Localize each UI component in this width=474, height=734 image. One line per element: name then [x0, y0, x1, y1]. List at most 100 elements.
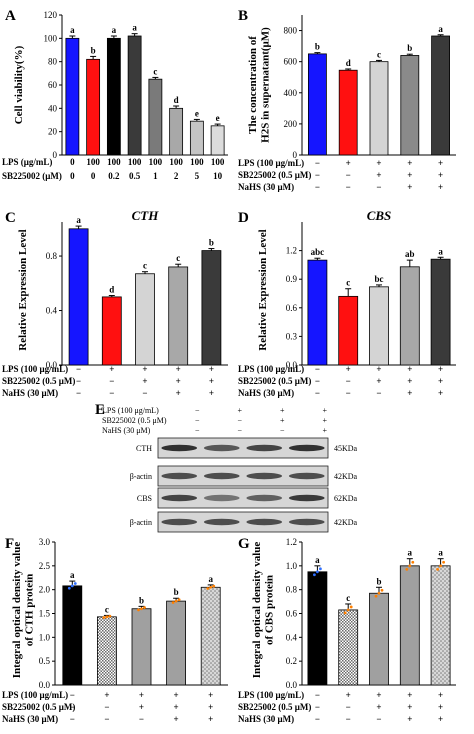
replicate-point — [73, 582, 77, 585]
condition-value: − — [376, 182, 381, 192]
blot-band — [246, 518, 283, 526]
y-tick-label: 200 — [284, 119, 298, 129]
significance-letter: a — [76, 215, 81, 225]
blot-band — [203, 472, 240, 480]
bar-a-7 — [189, 120, 204, 156]
y-tick-label: 1.0 — [39, 632, 51, 642]
significance-letter: a — [132, 23, 137, 33]
condition-value: 0.5 — [129, 171, 141, 181]
y-tick-label: 0.8 — [46, 251, 58, 261]
condition-label: LPS (100 μg/mL) — [2, 690, 68, 700]
y-tick-label: 0.9 — [286, 274, 298, 284]
blot-size-label: 62KDa — [334, 494, 358, 503]
blot-condition-value: − — [195, 406, 200, 415]
y-tick-label: 40 — [48, 103, 58, 113]
y-tick-label: 0.8 — [286, 585, 298, 595]
bar-g-4 — [399, 565, 420, 686]
y-tick-label: 80 — [48, 57, 58, 67]
blot-protein-label: β-actin — [130, 472, 152, 481]
condition-value: − — [315, 714, 320, 724]
blot-condition-value: + — [322, 406, 327, 415]
condition-value: − — [346, 714, 351, 724]
replicate-point — [436, 568, 439, 571]
condition-value: 100 — [128, 157, 142, 167]
condition-value: − — [104, 714, 109, 724]
condition-value: + — [142, 376, 147, 386]
significance-letter: b — [315, 42, 320, 52]
condition-value: 0 — [91, 171, 96, 181]
y-axis-label: Integral optical density valueof CTH pro… — [11, 542, 36, 679]
condition-value: + — [407, 714, 412, 724]
condition-value: − — [139, 714, 144, 724]
condition-value: 0 — [70, 171, 75, 181]
significance-letter: d — [346, 58, 351, 68]
condition-value: − — [315, 388, 320, 398]
y-tick-label: 600 — [284, 57, 298, 67]
bar-f-1 — [62, 585, 83, 686]
panel-g: G Integral optical density valueof CBS pr… — [238, 536, 456, 724]
blot-band — [161, 472, 198, 480]
significance-letter: c — [143, 261, 147, 271]
condition-value: − — [315, 170, 320, 180]
condition-value: − — [346, 388, 351, 398]
significance-letter: b — [209, 238, 214, 248]
blot-band — [203, 518, 240, 526]
replicate-point — [313, 573, 316, 577]
replicate-point — [411, 560, 415, 564]
panel-letter: E — [95, 402, 105, 418]
panel-letter: G — [238, 536, 250, 552]
blot-condition-value: − — [195, 426, 200, 435]
bar-d-4 — [399, 266, 420, 366]
condition-value: 1 — [153, 171, 158, 181]
condition-value: + — [407, 702, 412, 712]
y-axis-label: Cell viability(%) — [13, 45, 25, 124]
blot-band — [288, 518, 325, 526]
condition-value: + — [109, 364, 114, 374]
condition-value: − — [109, 388, 114, 398]
chart-title: CTH — [132, 208, 160, 223]
condition-value: 10 — [213, 171, 223, 181]
blot-condition-value: + — [237, 406, 242, 415]
y-tick-label: 400 — [284, 88, 298, 98]
bar-b-2 — [338, 69, 358, 156]
condition-value: + — [346, 690, 351, 700]
significance-letter: ab — [405, 249, 415, 259]
condition-value: + — [174, 714, 179, 724]
blot-condition-value: − — [237, 416, 242, 425]
bar-d-1 — [307, 259, 328, 366]
blot-condition-value: − — [195, 416, 200, 425]
blot-band — [288, 472, 325, 480]
replicate-point — [143, 606, 146, 609]
replicate-point — [209, 585, 213, 589]
blot-band — [246, 444, 283, 452]
condition-value: + — [407, 158, 412, 168]
condition-value: + — [142, 364, 147, 374]
blot-strip — [157, 511, 329, 533]
blot-size-label: 42KDa — [334, 472, 358, 481]
condition-value: + — [407, 182, 412, 192]
condition-value: + — [407, 388, 412, 398]
significance-letter: c — [105, 604, 109, 614]
bar-a-6 — [169, 107, 184, 156]
condition-value: + — [176, 364, 181, 374]
y-tick-label: 60 — [48, 80, 58, 90]
y-tick-label: 2.5 — [39, 561, 51, 571]
condition-value: + — [407, 170, 412, 180]
condition-label: SB225002 (μM) — [2, 171, 62, 181]
bar-f-3 — [131, 608, 152, 686]
replicate-point — [377, 591, 381, 595]
condition-label: LPS (100 μg/mL) — [238, 158, 304, 168]
y-tick-label: 120 — [44, 10, 58, 20]
significance-letter: c — [346, 593, 350, 603]
condition-value: + — [438, 702, 443, 712]
condition-value: + — [176, 376, 181, 386]
condition-value: − — [70, 690, 75, 700]
blot-protein-label: CTH — [136, 444, 152, 453]
bar-c-4 — [168, 266, 189, 366]
bar-a-3 — [106, 37, 121, 156]
replicate-point — [405, 568, 409, 571]
significance-letter: c — [176, 253, 180, 263]
